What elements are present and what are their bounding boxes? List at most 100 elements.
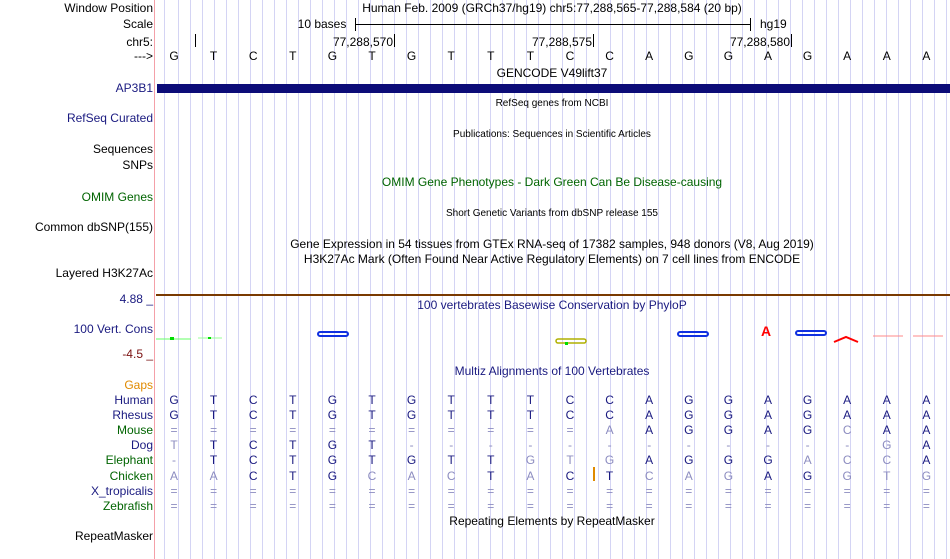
aligned-base: =: [526, 483, 534, 498]
aligned-base: G: [723, 468, 734, 483]
aligned-base: =: [328, 423, 336, 438]
label-gene-ap3b1[interactable]: AP3B1: [115, 81, 153, 95]
aligned-base: G: [723, 393, 734, 407]
aligned-base: -: [409, 438, 414, 453]
aligned-base: A: [922, 408, 931, 423]
label-cons[interactable]: 100 Vert. Cons: [73, 322, 153, 336]
aligned-base: =: [922, 498, 930, 513]
track-title-gencode: GENCODE V49lift37: [496, 66, 608, 80]
phylop-mark: [677, 331, 709, 337]
aligned-base: G: [406, 408, 417, 423]
aligned-base: T: [526, 393, 535, 407]
aligned-base: G: [327, 453, 338, 468]
aligned-base: -: [805, 438, 810, 453]
label-snps[interactable]: SNPs: [122, 158, 153, 172]
track-title-pubs: Publications: Sequences in Scientific Ar…: [453, 129, 651, 140]
reference-base: A: [882, 49, 891, 63]
aligned-base: =: [724, 483, 732, 498]
aligned-base: =: [645, 483, 653, 498]
aligned-base: -: [647, 438, 652, 453]
aligned-base: =: [249, 498, 257, 513]
aligned-base: A: [763, 393, 772, 407]
aligned-base: G: [169, 393, 179, 407]
aligned-base: G: [327, 393, 338, 407]
aligned-base: =: [210, 498, 218, 513]
aligned-base: -: [172, 453, 176, 468]
aligned-base: C: [248, 408, 258, 423]
aligned-base: =: [289, 498, 297, 513]
aligned-base: T: [447, 408, 455, 423]
reference-base: A: [645, 49, 654, 63]
track-divider: [156, 294, 950, 296]
aligned-base: C: [248, 468, 258, 483]
aligned-base: -: [528, 438, 533, 453]
aligned-base: =: [764, 483, 772, 498]
aligned-base: =: [487, 483, 495, 498]
label-repeatmasker[interactable]: RepeatMasker: [74, 529, 153, 543]
scale-tick-left: [355, 18, 356, 31]
aligned-base: =: [408, 498, 416, 513]
species-label-elephant[interactable]: Elephant: [105, 453, 153, 468]
aligned-base: =: [487, 498, 495, 513]
aligned-base: G: [802, 468, 813, 483]
reference-base: T: [289, 49, 297, 63]
species-label-human[interactable]: Human: [114, 393, 153, 407]
aligned-base: -: [607, 438, 612, 453]
aligned-base: -: [686, 438, 691, 453]
reference-base: G: [723, 49, 734, 63]
aligned-base: A: [922, 423, 931, 438]
reference-base: T: [526, 49, 535, 63]
aligned-base: G: [723, 453, 734, 468]
label-dbsnp[interactable]: Common dbSNP(155): [34, 220, 153, 234]
aligned-base: C: [367, 468, 377, 483]
aligned-base: C: [248, 453, 258, 468]
species-label-zebrafish[interactable]: Zebrafish: [102, 498, 153, 513]
aligned-base: C: [605, 393, 614, 407]
label-sequences[interactable]: Sequences: [92, 142, 153, 156]
reference-base: G: [169, 49, 179, 63]
position-label-3: 77,288,580: [729, 35, 790, 49]
position-tick: [593, 34, 594, 47]
aligned-base: T: [605, 468, 614, 483]
species-label-x_tropicalis[interactable]: X_tropicalis: [90, 483, 153, 498]
aligned-base: T: [368, 453, 376, 468]
aligned-base: A: [684, 468, 693, 483]
reference-base: G: [684, 49, 694, 63]
track-title-refseq: RefSeq genes from NCBI: [495, 98, 609, 109]
aligned-base: -: [766, 438, 770, 453]
species-label-rhesus[interactable]: Rhesus: [112, 408, 153, 423]
aligned-base: =: [447, 423, 455, 438]
aligned-base: =: [289, 483, 297, 498]
aligned-base: A: [209, 468, 218, 483]
aligned-base: G: [802, 408, 813, 423]
species-label-chicken[interactable]: Chicken: [109, 468, 153, 483]
aligned-base: =: [328, 498, 336, 513]
label-omim[interactable]: OMIM Genes: [81, 190, 153, 204]
aligned-base: T: [487, 453, 495, 468]
aligned-base: =: [289, 423, 297, 438]
phylop-mark: [833, 335, 859, 343]
aligned-base: =: [408, 483, 416, 498]
aligned-base: =: [883, 498, 891, 513]
label-h3k27ac[interactable]: Layered H3K27Ac: [55, 266, 153, 280]
track-title-gtex: Gene Expression in 54 tissues from GTEx …: [290, 237, 814, 251]
species-label-mouse[interactable]: Mouse: [116, 423, 153, 438]
aligned-base: C: [605, 408, 614, 423]
reference-base: T: [487, 49, 495, 63]
label-gaps: Gaps: [124, 378, 153, 392]
aligned-base: T: [883, 468, 891, 483]
aligned-base: A: [843, 408, 852, 423]
gene-bar-ap3b1[interactable]: [157, 84, 950, 93]
aligned-base: C: [565, 468, 575, 483]
label-strand: --->: [134, 49, 153, 63]
species-label-dog[interactable]: Dog: [130, 438, 153, 453]
aligned-base: =: [843, 483, 851, 498]
aligned-base: A: [526, 468, 535, 483]
aligned-base: =: [170, 498, 178, 513]
label-refseq[interactable]: RefSeq Curated: [66, 111, 153, 125]
aligned-base: =: [566, 423, 574, 438]
label-cons-min: -4.5 _: [122, 347, 153, 361]
aligned-base: C: [842, 453, 852, 468]
scale-bar: [355, 24, 750, 25]
